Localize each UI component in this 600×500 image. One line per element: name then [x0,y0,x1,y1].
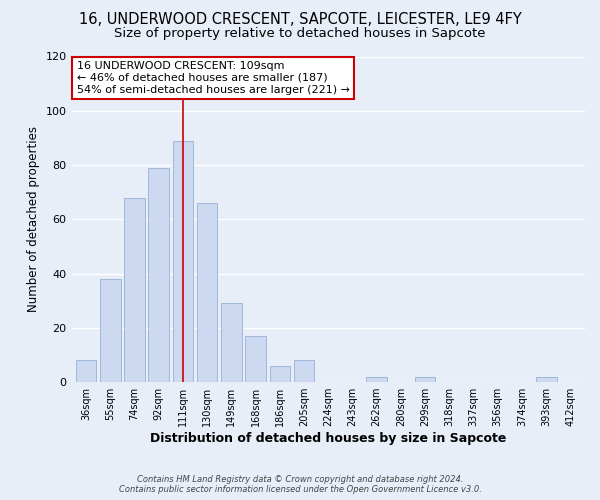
Text: Contains HM Land Registry data © Crown copyright and database right 2024.
Contai: Contains HM Land Registry data © Crown c… [119,474,481,494]
Bar [294,360,314,382]
Bar [221,304,242,382]
Y-axis label: Number of detached properties: Number of detached properties [27,126,40,312]
Bar [536,377,557,382]
Bar [197,203,217,382]
Bar [100,279,121,382]
Bar [76,360,97,382]
X-axis label: Distribution of detached houses by size in Sapcote: Distribution of detached houses by size … [150,432,506,445]
Text: 16 UNDERWOOD CRESCENT: 109sqm
← 46% of detached houses are smaller (187)
54% of : 16 UNDERWOOD CRESCENT: 109sqm ← 46% of d… [77,62,350,94]
Bar [173,140,193,382]
Bar [367,377,387,382]
Text: 16, UNDERWOOD CRESCENT, SAPCOTE, LEICESTER, LE9 4FY: 16, UNDERWOOD CRESCENT, SAPCOTE, LEICEST… [79,12,521,28]
Bar [124,198,145,382]
Text: Size of property relative to detached houses in Sapcote: Size of property relative to detached ho… [114,28,486,40]
Bar [269,366,290,382]
Bar [148,168,169,382]
Bar [245,336,266,382]
Bar [415,377,436,382]
